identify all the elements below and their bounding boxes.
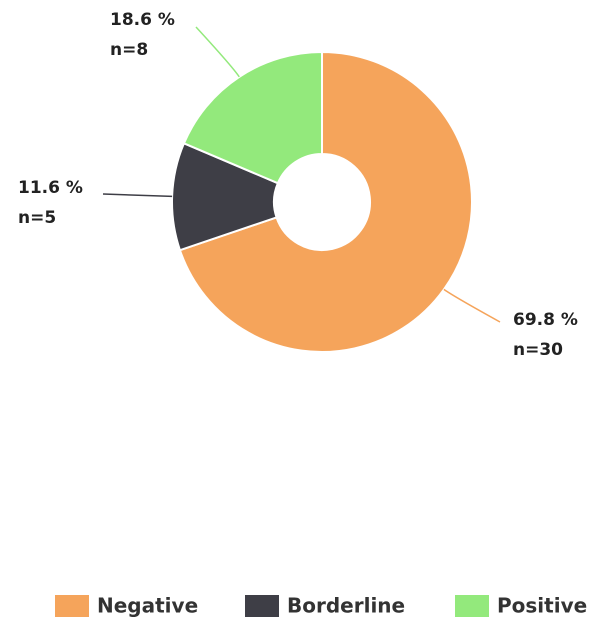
count-label: n=5 bbox=[18, 208, 56, 228]
legend-swatch bbox=[455, 595, 489, 617]
legend-label: Negative bbox=[97, 594, 198, 618]
leader-line bbox=[195, 26, 240, 78]
count-label: n=8 bbox=[110, 40, 148, 60]
donut-slice bbox=[182, 50, 323, 185]
data-label: 69.8 % bbox=[513, 310, 578, 330]
donut-slice bbox=[178, 50, 473, 353]
data-label: 11.6 % bbox=[18, 178, 83, 198]
legend-label: Borderline bbox=[287, 594, 405, 618]
leader-line bbox=[443, 288, 501, 323]
legend-swatch bbox=[245, 595, 279, 617]
legend-swatch bbox=[55, 595, 89, 617]
data-label: 18.6 % bbox=[110, 10, 175, 30]
legend-label: Positive bbox=[497, 594, 587, 618]
leader-line bbox=[102, 193, 173, 198]
count-label: n=30 bbox=[513, 340, 563, 360]
